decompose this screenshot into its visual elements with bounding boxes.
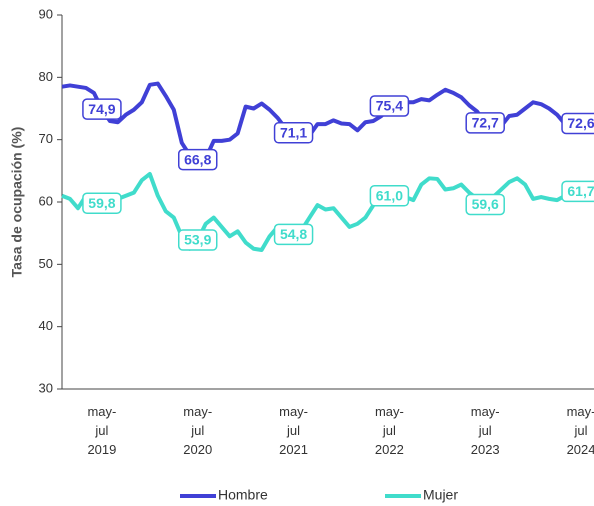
value-label: 59,8 (88, 195, 115, 211)
value-label: 61,0 (376, 187, 403, 203)
x-tick-label: may-jul 2020 (183, 404, 212, 457)
value-label-box (82, 192, 122, 214)
value-label: 75,4 (376, 98, 403, 114)
value-label-box (465, 112, 505, 134)
value-label-box (273, 223, 314, 246)
value-label-box (273, 122, 314, 144)
value-label-box (561, 112, 594, 135)
x-tick-label: may-jul 2023 (471, 404, 500, 457)
y-tick-label: 70 (39, 131, 53, 146)
value-label-box (369, 95, 410, 117)
value-label: 74,9 (88, 101, 115, 117)
legend-label: Mujer (423, 487, 458, 503)
x-tick-label: may-jul 2019 (87, 404, 116, 457)
value-label: 61,7 (567, 183, 594, 199)
value-label-box (177, 229, 218, 251)
legend-label: Hombre (218, 487, 268, 503)
x-tick-label: may-jul 2022 (375, 404, 404, 457)
value-label-box (561, 180, 594, 203)
y-tick-label: 80 (39, 69, 53, 84)
value-label: 72,7 (472, 115, 499, 131)
line-series (61, 171, 594, 252)
value-label-box (465, 193, 505, 216)
value-label: 66,8 (184, 151, 211, 167)
value-label: 72,6 (567, 115, 594, 131)
y-tick-label: 40 (39, 318, 53, 333)
value-label: 59,6 (472, 196, 499, 212)
y-axis-label: Tasa de ocupación (%) (9, 127, 25, 278)
value-label-box (177, 148, 218, 171)
value-label: 54,8 (280, 226, 307, 242)
y-tick-label: 30 (39, 380, 53, 395)
value-label-box (82, 98, 122, 120)
value-label-box (369, 185, 410, 207)
line-series (61, 81, 594, 162)
x-tick-label: may-jul 2024 (567, 404, 594, 457)
x-tick-label: may-jul 2021 (279, 404, 308, 457)
y-tick-label: 50 (39, 256, 53, 271)
y-tick-label: 90 (39, 6, 53, 21)
value-label: 71,1 (280, 125, 307, 141)
value-label: 53,9 (184, 232, 211, 248)
y-tick-label: 60 (39, 193, 53, 208)
